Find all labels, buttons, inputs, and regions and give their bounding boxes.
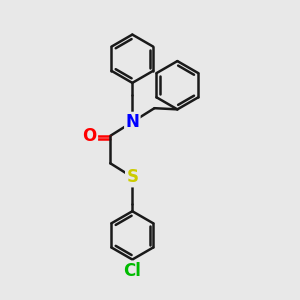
Text: Cl: Cl <box>123 262 141 280</box>
Text: N: N <box>125 113 139 131</box>
Text: S: S <box>126 168 138 186</box>
Text: O: O <box>82 127 97 145</box>
